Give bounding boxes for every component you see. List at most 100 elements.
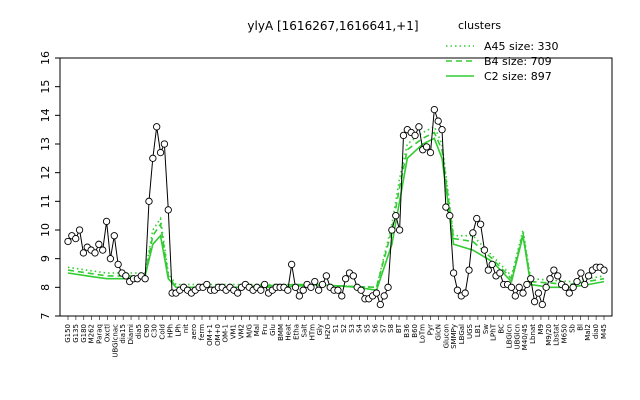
x-tick-label: UBGlcnac: [111, 324, 119, 358]
x-tick-label: Mal: [253, 324, 261, 336]
data-point: [550, 266, 558, 274]
data-point: [415, 123, 423, 131]
x-tick-label: M650: [561, 324, 569, 343]
x-tick-label: dia15: [119, 324, 127, 344]
x-tick-label: S1: [332, 324, 340, 333]
data-point: [384, 283, 392, 291]
data-point: [141, 275, 149, 283]
x-tick-label: S8: [387, 324, 395, 333]
data-point: [322, 272, 331, 280]
data-point: [164, 206, 172, 214]
data-point: [314, 286, 323, 294]
data-point: [99, 246, 107, 254]
data-point: [573, 277, 581, 286]
x-tick-label: M9: [537, 324, 545, 335]
x-tick-label: Sw: [482, 324, 490, 334]
data-point: [376, 300, 384, 309]
y-tick-label: 10: [39, 223, 52, 237]
x-tick-label: Etha: [293, 324, 301, 340]
data-point: [538, 300, 546, 309]
y-tick-label: 7: [39, 313, 52, 320]
y-tick-label: 16: [39, 51, 52, 65]
x-tick-label: Mal2: [584, 324, 592, 341]
x-tick-label: S7: [379, 324, 387, 333]
x-tick-label: VM2: [237, 324, 245, 339]
x-tick-label: M/G: [245, 324, 253, 338]
x-tick-label: Lbstat: [553, 324, 561, 346]
x-tick-label: G135: [72, 324, 80, 343]
y-tick-label: 14: [39, 108, 52, 122]
data-point: [299, 286, 307, 294]
data-point: [284, 286, 292, 294]
x-tick-label: OM-1: [222, 324, 230, 343]
data-point: [102, 217, 111, 226]
data-point: [64, 237, 72, 246]
data-point: [110, 232, 118, 240]
data-point: [311, 277, 319, 286]
data-point: [561, 283, 570, 291]
x-tick-label: Oxctl: [103, 324, 111, 342]
x-tick-label: Bl: [576, 324, 584, 331]
data-point: [473, 214, 481, 223]
legend-label: C2 size: 897: [484, 70, 552, 83]
x-tick-label: BC: [498, 324, 506, 334]
data-point: [106, 255, 115, 263]
data-point: [496, 269, 504, 277]
data-point: [160, 140, 169, 148]
series-layer: [64, 105, 608, 309]
x-tick-label: UGS: [466, 323, 474, 339]
data-point: [519, 289, 527, 297]
data-point: [527, 275, 535, 283]
x-tick-label: S2: [340, 324, 348, 333]
x-tick-label: Fru: [261, 324, 269, 335]
x-tick-label: nit: [182, 324, 190, 333]
data-point: [257, 286, 265, 294]
x-tick-label: Glucon: [442, 324, 450, 348]
data-point: [422, 143, 431, 151]
data-point: [149, 154, 157, 162]
data-point: [476, 220, 485, 228]
data-point: [395, 226, 404, 234]
data-point: [79, 249, 88, 257]
data-point: [349, 272, 358, 280]
data-point: [434, 117, 442, 125]
data-point: [318, 280, 327, 289]
x-tick-label: Glu: [269, 324, 277, 336]
x-tick-label: M262: [88, 324, 96, 343]
data-point: [291, 283, 300, 291]
data-point: [469, 229, 477, 237]
x-tick-label: M45: [600, 324, 608, 339]
x-tick-label: Pyr: [427, 324, 435, 335]
x-tick-label: Cold: [159, 324, 167, 340]
y-tick-label: 8: [39, 284, 52, 291]
y-axis: 7 8 9 10 11 12 13 14 15 16: [39, 51, 60, 320]
data-point: [75, 226, 84, 234]
x-tick-label: S3: [348, 324, 356, 333]
x-tick-label: S4: [356, 323, 364, 332]
x-tick-label: B60: [411, 324, 419, 338]
data-point: [446, 212, 454, 220]
y-tick-label: 15: [39, 80, 52, 94]
data-point: [426, 148, 435, 157]
data-point: [295, 292, 304, 300]
x-tick-label: LB1: [474, 324, 482, 337]
x-tick-label: aero: [190, 324, 198, 340]
data-point: [600, 266, 608, 274]
x-tick-label: C30: [151, 324, 159, 338]
x-tick-label: LPhT: [490, 323, 498, 341]
x-tick-label: B36: [403, 323, 411, 337]
x-tick-label: GlcN: [434, 324, 442, 340]
data-point: [480, 246, 489, 254]
legend: clusters A45 size: 330 B4 size: 709 C2 siz…: [446, 19, 559, 83]
y-tick-label: 12: [39, 166, 52, 180]
legend-title: clusters: [458, 19, 501, 32]
data-point: [534, 289, 543, 297]
data-point: [388, 226, 396, 234]
legend-label: B4 size: 709: [484, 55, 552, 68]
x-axis: G150 G135 G180 M262 Paraq Oxctl UBGlcnac dia15 D…: [64, 316, 608, 358]
x-tick-label: HPh: [166, 324, 174, 338]
data-point: [72, 234, 80, 243]
x-tick-label: LPh: [174, 324, 182, 337]
data-point: [261, 280, 269, 289]
data-point: [442, 203, 450, 211]
